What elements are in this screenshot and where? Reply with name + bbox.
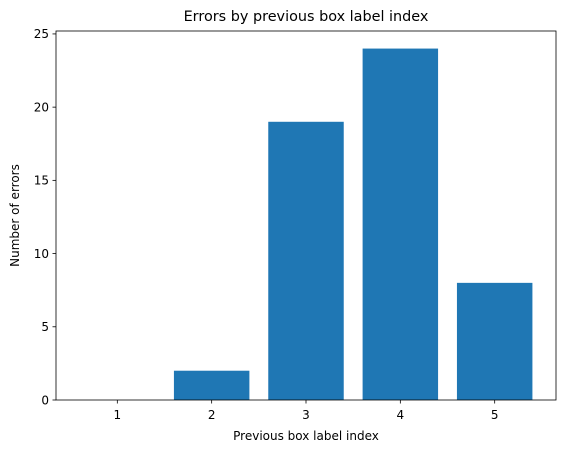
x-tick-label: 3 — [302, 408, 310, 422]
x-tick-label: 4 — [397, 408, 405, 422]
y-tick-label: 5 — [41, 320, 49, 334]
y-tick-label: 0 — [41, 393, 49, 407]
x-axis-ticks: 1 2 3 4 5 — [114, 400, 499, 422]
bar-4 — [362, 48, 439, 400]
plot-area-frame — [55, 30, 557, 401]
y-tick-label: 15 — [34, 174, 49, 188]
x-tick-label: 1 — [114, 408, 122, 422]
y-axis-ticks: 0 5 10 15 20 25 — [34, 27, 56, 407]
x-tick-label: 2 — [208, 408, 216, 422]
chart-title: Errors by previous box label index — [184, 9, 429, 25]
y-tick-label: 10 — [34, 247, 49, 261]
bar-3 — [268, 121, 344, 401]
y-tick-label: 20 — [34, 100, 49, 114]
y-tick-label: 25 — [34, 27, 49, 41]
x-axis-label: Previous box label index — [233, 429, 379, 443]
x-tick-label: 5 — [491, 408, 499, 422]
bar-5 — [456, 282, 533, 400]
bar-2 — [173, 370, 250, 400]
bars-layer — [173, 48, 533, 401]
y-axis-label: Number of errors — [8, 164, 22, 267]
